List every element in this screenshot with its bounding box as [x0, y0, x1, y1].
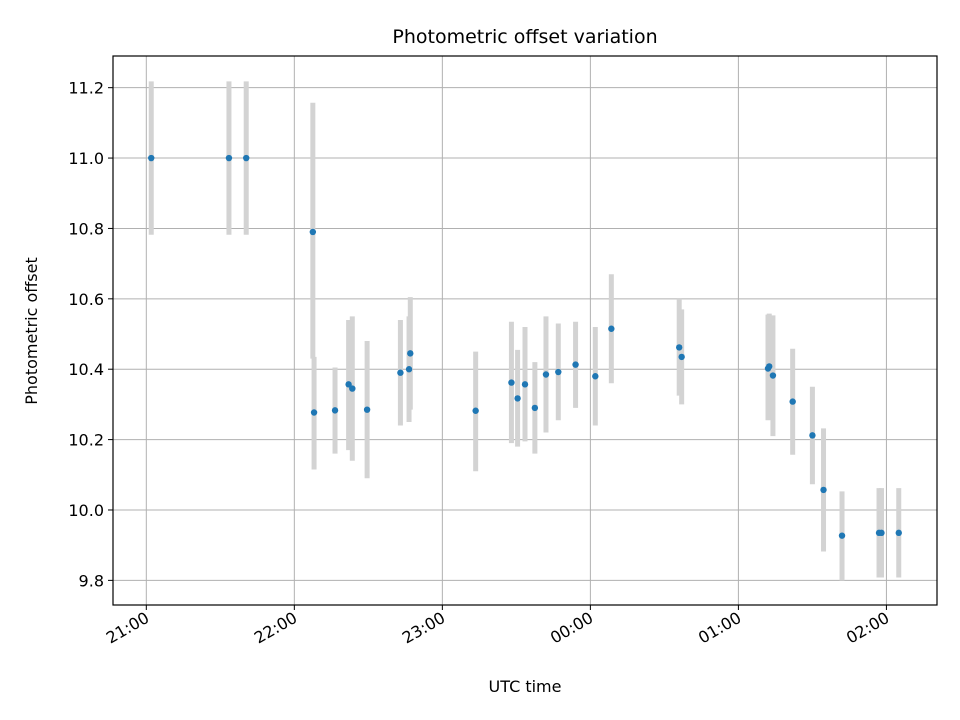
x-tick-label: 02:00 — [843, 608, 892, 648]
data-point — [542, 371, 550, 378]
data-point — [405, 366, 413, 373]
x-tick-label: 00:00 — [547, 608, 596, 648]
data-point — [608, 325, 615, 332]
x-tick-label: 01:00 — [695, 608, 744, 648]
chart-title: Photometric offset variation — [392, 26, 657, 48]
y-tick-label: 10.6 — [68, 290, 104, 309]
data-point — [769, 372, 777, 379]
data-point — [225, 154, 233, 162]
y-tick-label: 9.8 — [79, 571, 104, 590]
data-point — [243, 154, 250, 162]
x-tick-label: 22:00 — [251, 608, 300, 648]
data-point — [531, 404, 539, 412]
data-point — [555, 368, 562, 376]
data-point — [592, 373, 599, 380]
y-tick-label: 11.0 — [68, 149, 104, 168]
data-point — [514, 395, 521, 402]
data-point — [310, 409, 318, 416]
errorbar-layer — [148, 81, 902, 581]
data-point — [838, 532, 846, 539]
data-point — [331, 407, 339, 414]
data-point — [148, 154, 155, 162]
data-point — [809, 432, 816, 439]
data-point — [789, 398, 796, 405]
y-tick-label: 11.2 — [68, 79, 104, 98]
plot-frame — [112, 55, 938, 606]
data-point — [766, 363, 773, 370]
data-point — [345, 381, 352, 388]
data-point — [397, 369, 404, 376]
data-point — [521, 381, 529, 388]
data-point — [675, 344, 683, 351]
data-point — [349, 385, 356, 392]
x-axis-label: UTC time — [489, 677, 562, 696]
x-tick-label: 21:00 — [103, 608, 152, 648]
data-point — [472, 407, 479, 414]
x-tick-label: 23:00 — [399, 608, 448, 648]
data-point — [895, 529, 902, 537]
data-point — [508, 379, 515, 386]
y-tick-label: 10.0 — [68, 501, 104, 520]
data-point — [572, 361, 579, 368]
y-axis-label: Photometric offset — [22, 257, 41, 405]
point-layer — [148, 154, 902, 539]
data-point — [878, 529, 885, 537]
data-point — [678, 353, 685, 361]
y-tick-label: 10.4 — [68, 360, 104, 379]
data-point — [363, 406, 371, 413]
data-point — [309, 228, 317, 236]
y-tick-label: 10.2 — [68, 431, 104, 450]
y-tick-label: 10.8 — [68, 219, 104, 238]
data-point — [820, 486, 827, 494]
grid-layer — [113, 56, 937, 605]
data-point — [407, 350, 414, 357]
